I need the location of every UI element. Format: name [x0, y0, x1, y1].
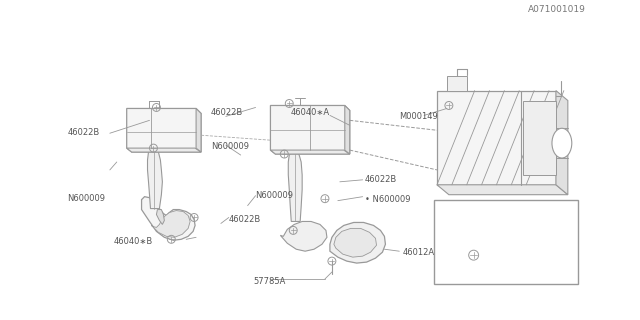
Polygon shape [271, 106, 349, 154]
Text: 46022B: 46022B [67, 128, 99, 137]
Polygon shape [345, 106, 349, 154]
Polygon shape [447, 76, 467, 91]
Polygon shape [437, 91, 556, 185]
Text: 57785A: 57785A [253, 277, 286, 286]
Polygon shape [152, 211, 190, 237]
Polygon shape [288, 151, 302, 221]
Text: 46040∗B: 46040∗B [114, 237, 153, 246]
Text: 46022B: 46022B [211, 108, 243, 117]
Bar [434, 200, 578, 284]
Polygon shape [196, 108, 201, 152]
Text: 46022B: 46022B [365, 175, 397, 184]
Polygon shape [156, 210, 164, 224]
Text: N600009: N600009 [255, 191, 294, 200]
Text: 46012A: 46012A [403, 248, 435, 257]
Polygon shape [330, 222, 385, 263]
Text: N600009: N600009 [211, 142, 249, 151]
Text: 46022B: 46022B [228, 215, 261, 224]
Polygon shape [437, 185, 568, 195]
Polygon shape [271, 150, 349, 154]
Text: 46040∗A: 46040∗A [291, 108, 330, 117]
Polygon shape [127, 108, 201, 152]
Polygon shape [334, 228, 376, 257]
Ellipse shape [552, 128, 572, 158]
Polygon shape [147, 148, 163, 209]
Text: N600009: N600009 [67, 194, 105, 203]
Polygon shape [556, 91, 568, 195]
Polygon shape [280, 221, 327, 251]
Polygon shape [524, 100, 556, 175]
Text: FIG.070-1,2: FIG.070-1,2 [454, 210, 510, 220]
Polygon shape [127, 148, 201, 152]
Text: • N600009: • N600009 [365, 195, 410, 204]
Text: W230011: W230011 [449, 269, 495, 279]
Text: A071001019: A071001019 [528, 5, 586, 14]
Polygon shape [141, 197, 195, 240]
Text: M000149: M000149 [399, 112, 438, 121]
